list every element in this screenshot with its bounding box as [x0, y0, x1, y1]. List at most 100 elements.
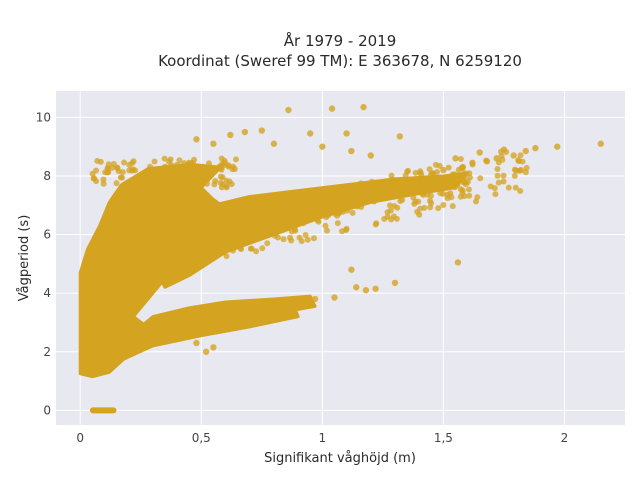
- data-point: [280, 205, 287, 212]
- data-point: [532, 144, 539, 152]
- data-point: [222, 218, 229, 225]
- data-point: [273, 207, 280, 214]
- data-point: [303, 196, 310, 203]
- data-point: [206, 219, 213, 226]
- data-point: [414, 208, 421, 215]
- data-point: [407, 184, 414, 191]
- data-point: [159, 177, 166, 184]
- data-point: [146, 179, 153, 186]
- data-point: [129, 159, 136, 166]
- data-point: [315, 204, 322, 211]
- data-point: [100, 176, 107, 183]
- data-point: [420, 179, 427, 186]
- data-point: [247, 245, 254, 252]
- data-point: [244, 211, 251, 218]
- data-point: [216, 163, 223, 170]
- data-point: [217, 173, 224, 180]
- chart-title-line1: År 1979 - 2019: [284, 31, 397, 50]
- data-point: [457, 186, 464, 193]
- data-point: [298, 201, 305, 208]
- data-point: [436, 162, 443, 169]
- data-point: [315, 218, 322, 225]
- data-point: [303, 205, 310, 212]
- data-point: [597, 140, 604, 147]
- data-point: [174, 161, 181, 168]
- data-point: [491, 185, 498, 192]
- data-point: [512, 184, 519, 191]
- data-point: [328, 105, 336, 112]
- data-point: [168, 179, 175, 186]
- data-point: [494, 165, 501, 172]
- data-point: [476, 149, 483, 156]
- data-point: [433, 185, 440, 192]
- data-point: [135, 176, 142, 183]
- data-point: [449, 203, 456, 210]
- data-point: [211, 181, 218, 188]
- data-point: [461, 193, 468, 200]
- data-point: [265, 227, 272, 234]
- data-point: [343, 226, 350, 233]
- data-point: [389, 176, 396, 183]
- data-point: [260, 220, 267, 227]
- data-point: [500, 178, 507, 185]
- data-point: [304, 236, 311, 243]
- data-point: [334, 220, 341, 227]
- data-point: [188, 162, 195, 169]
- data-point: [388, 216, 395, 223]
- density-clusters: [78, 162, 470, 414]
- data-point: [271, 201, 278, 208]
- data-point: [114, 164, 121, 171]
- data-point: [301, 215, 308, 222]
- data-point: [336, 209, 343, 216]
- data-point: [331, 294, 338, 301]
- data-point: [259, 245, 266, 252]
- data-point: [193, 339, 200, 347]
- data-point: [196, 167, 203, 174]
- data-point: [258, 300, 266, 307]
- data-point: [212, 238, 219, 245]
- data-point: [221, 249, 228, 256]
- data-point: [227, 131, 234, 139]
- data-point: [495, 179, 502, 186]
- data-point: [161, 164, 168, 171]
- data-point: [202, 348, 210, 355]
- cluster-zero-row: [89, 407, 117, 414]
- data-point: [427, 175, 434, 182]
- data-point: [452, 155, 459, 162]
- data-point: [205, 160, 212, 167]
- data-point: [202, 253, 209, 260]
- data-point: [203, 246, 210, 253]
- data-point: [161, 155, 168, 162]
- data-point: [500, 172, 507, 179]
- data-point: [226, 178, 233, 185]
- data-point: [451, 171, 458, 178]
- data-point: [210, 344, 217, 351]
- data-point: [331, 208, 338, 215]
- data-point: [91, 175, 98, 182]
- data-point: [372, 221, 379, 228]
- data-point: [353, 195, 360, 202]
- data-point: [244, 224, 251, 231]
- data-point: [404, 168, 411, 175]
- data-point: [410, 194, 417, 201]
- data-point: [215, 223, 222, 230]
- data-point: [437, 190, 444, 197]
- data-point: [126, 167, 133, 174]
- data-point: [372, 285, 379, 292]
- x-tick-label: 1,5: [434, 431, 453, 445]
- data-point: [292, 201, 299, 208]
- data-point: [393, 215, 400, 222]
- data-point: [477, 175, 484, 182]
- data-point: [466, 174, 473, 181]
- y-tick-label: 0: [43, 403, 51, 417]
- data-point: [499, 156, 506, 163]
- data-point: [494, 172, 501, 179]
- tick-labels: 0 0,5 1 1,5 2 0 2 4 6 8 10: [36, 110, 569, 445]
- data-point: [241, 128, 249, 136]
- data-point: [165, 158, 172, 165]
- data-point: [310, 235, 317, 242]
- data-point: [435, 205, 442, 212]
- data-point: [511, 172, 518, 179]
- data-point: [417, 168, 424, 175]
- y-tick-label: 2: [43, 345, 51, 359]
